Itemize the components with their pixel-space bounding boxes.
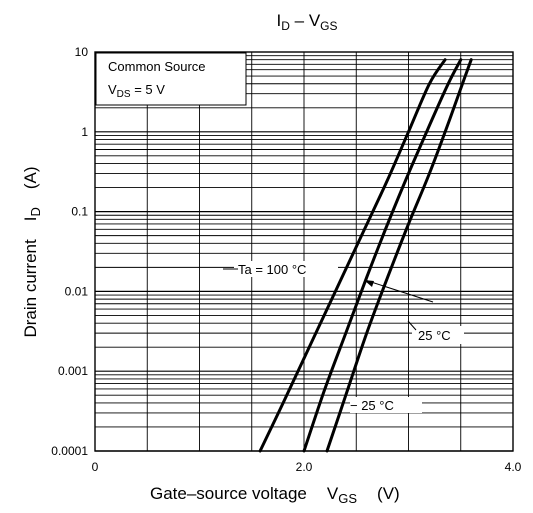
conditions-line2: VDS = 5 V — [108, 82, 165, 100]
leader-25b — [407, 320, 417, 331]
y-tick-label: 0.0001 — [51, 444, 88, 458]
x-tick-labels: 0 2.0 4.0 — [92, 460, 522, 474]
conditions-line1: Common Source — [108, 59, 206, 74]
x-tick-label: 4.0 — [505, 460, 522, 474]
y-tick-label: 0.1 — [71, 205, 88, 219]
label-bg-25 — [412, 326, 464, 344]
leader-25 — [364, 279, 434, 303]
y-tick-label: 1 — [81, 125, 88, 139]
series-label-m25: − 25 °C — [350, 398, 394, 413]
series-line-2 — [302, 58, 463, 453]
x-axis-label: Gate–source voltage VGS (V) — [150, 484, 400, 506]
conditions-box — [95, 52, 247, 106]
y-tick-labels: 0.0001 0.001 0.01 0.1 1 10 — [51, 45, 88, 458]
y-axis-label: Drain currentID(A) — [21, 166, 43, 337]
x-tick-label: 2.0 — [296, 460, 313, 474]
series-line-3 — [325, 58, 473, 453]
label-bg-ta100 — [234, 261, 338, 277]
label-bg-m25 — [350, 397, 422, 413]
y-tick-label: 0.01 — [65, 284, 89, 298]
y-tick-label: 0.001 — [58, 364, 88, 378]
x-tick-label: 0 — [92, 460, 99, 474]
arrow-head-25 — [364, 280, 374, 287]
series-label-25: 25 °C — [418, 328, 451, 343]
y-tick-label: 10 — [75, 45, 89, 59]
series-line-1 — [258, 58, 447, 453]
series-curves — [258, 58, 473, 453]
grid — [95, 52, 513, 452]
chart-title: ID – VGS — [277, 11, 338, 33]
series-label-ta100: Ta = 100 °C — [238, 262, 306, 277]
